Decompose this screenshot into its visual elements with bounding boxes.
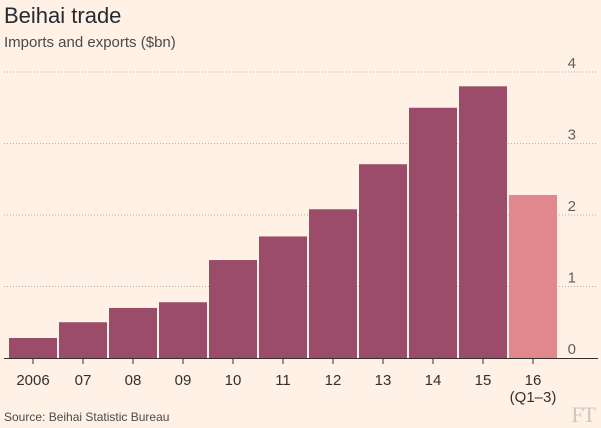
x-tick-label: 11 xyxy=(275,372,291,389)
chart-subtitle: Imports and exports ($bn) xyxy=(4,34,176,51)
x-tick-label: 16 (Q1–3) xyxy=(510,372,557,405)
x-tick-label: 10 xyxy=(225,372,242,389)
bar xyxy=(459,86,507,359)
y-tick-label: 1 xyxy=(568,270,576,287)
x-tick-label: 07 xyxy=(75,372,92,389)
y-tick-label: 2 xyxy=(568,198,576,215)
y-tick-label: 0 xyxy=(568,341,576,358)
x-tick-label: 08 xyxy=(125,372,142,389)
x-tick-label: 13 xyxy=(375,372,392,389)
bar xyxy=(409,107,457,358)
x-tick-label: 14 xyxy=(425,372,442,389)
x-tick-label: 2006 xyxy=(16,372,49,389)
ft-logo: FT xyxy=(571,402,596,427)
bar xyxy=(259,236,307,358)
x-tick-label: 15 xyxy=(475,372,492,389)
x-tick-label: 12 xyxy=(325,372,342,389)
y-tick-label: 3 xyxy=(568,127,576,144)
bar xyxy=(109,307,157,358)
x-tick-label: 09 xyxy=(175,372,192,389)
y-tick-label: 4 xyxy=(568,55,576,72)
source-note: Source: Beihai Statistic Bureau xyxy=(4,410,170,424)
bar xyxy=(159,302,207,358)
bar xyxy=(59,322,107,358)
bar xyxy=(509,194,557,358)
bar xyxy=(209,260,257,358)
chart-title: Beihai trade xyxy=(4,3,122,28)
bar xyxy=(9,337,57,358)
bar xyxy=(309,209,357,358)
bar xyxy=(359,164,407,358)
